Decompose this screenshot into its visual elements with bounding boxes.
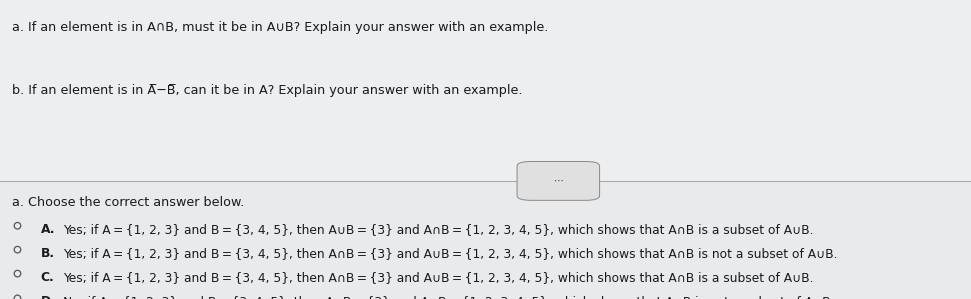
Text: a. If an element is in A∩B, must it be in A∪B? Explain your answer with an examp: a. If an element is in A∩B, must it be i…	[12, 21, 548, 34]
Text: Yes; if A = {1, 2, 3} and B = {3, 4, 5}, then A∩B = {3} and A∪B = {1, 2, 3, 4, 5: Yes; if A = {1, 2, 3} and B = {3, 4, 5},…	[63, 271, 814, 283]
Text: ⋯: ⋯	[553, 176, 563, 186]
Text: No; if A = {1, 2, 3} and B = {3, 4, 5}, then A∪B = {3} and A∩B = {1, 2, 3, 4, 5}: No; if A = {1, 2, 3} and B = {3, 4, 5}, …	[63, 295, 835, 299]
Text: C.: C.	[41, 271, 54, 283]
Text: b. If an element is in A̅−B̅, can it be in A? Explain your answer with an exampl: b. If an element is in A̅−B̅, can it be …	[12, 84, 522, 97]
Text: a. Choose the correct answer below.: a. Choose the correct answer below.	[12, 196, 244, 209]
Text: Yes; if A = {1, 2, 3} and B = {3, 4, 5}, then A∩B = {3} and A∪B = {1, 2, 3, 4, 5: Yes; if A = {1, 2, 3} and B = {3, 4, 5},…	[63, 247, 838, 260]
FancyBboxPatch shape	[0, 0, 971, 181]
Text: Yes; if A = {1, 2, 3} and B = {3, 4, 5}, then A∪B = {3} and A∩B = {1, 2, 3, 4, 5: Yes; if A = {1, 2, 3} and B = {3, 4, 5},…	[63, 223, 814, 236]
Text: D.: D.	[41, 295, 55, 299]
Text: B.: B.	[41, 247, 55, 260]
Text: A.: A.	[41, 223, 55, 236]
FancyBboxPatch shape	[517, 161, 599, 200]
